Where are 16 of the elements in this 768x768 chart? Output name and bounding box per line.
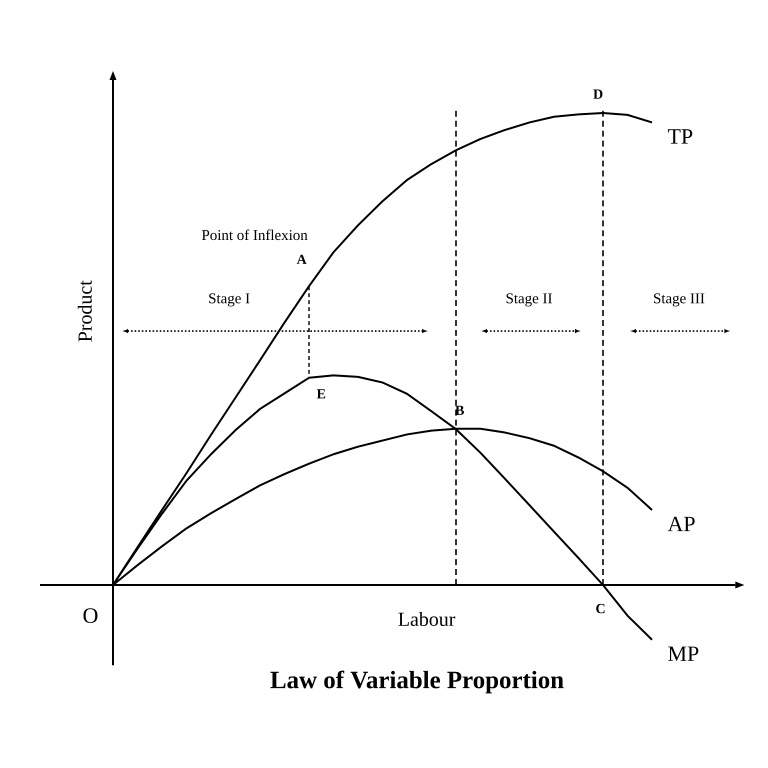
annotation: Stage II (506, 293, 552, 306)
annotation: B (455, 406, 464, 415)
series-label: MP (668, 646, 698, 661)
annotation: Point of Inflexion (202, 229, 308, 240)
annotation: A (296, 254, 307, 264)
annotation: Stage III (654, 293, 704, 306)
annotation: Stage I (209, 293, 250, 306)
text: Law of Variable Proportion (270, 670, 564, 694)
annotation: C (596, 604, 605, 614)
series-label: TP (668, 129, 692, 144)
annotation: E (316, 389, 326, 398)
series-label: AP (668, 516, 695, 532)
text: D (593, 90, 602, 99)
text: O (83, 608, 98, 624)
x-axis-title: Labour (398, 612, 456, 626)
y-axis-title: Product (78, 280, 92, 342)
